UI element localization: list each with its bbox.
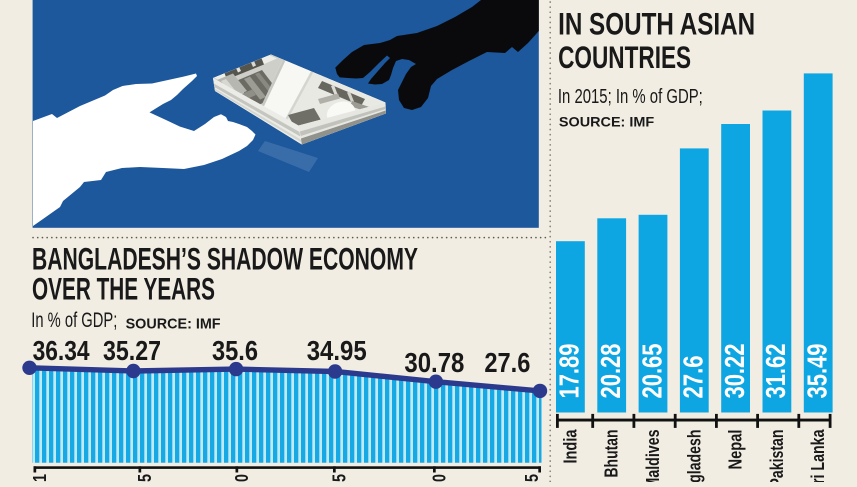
svg-text:35.6: 35.6 <box>212 335 258 366</box>
svg-text:Pakistan: Pakistan <box>767 430 787 483</box>
svg-text:COUNTRIES: COUNTRIES <box>558 39 691 75</box>
svg-text:BANGLADESH’S SHADOW ECONOMY: BANGLADESH’S SHADOW ECONOMY <box>32 240 418 276</box>
svg-text:27.6: 27.6 <box>678 356 709 399</box>
svg-text:Bhutan: Bhutan <box>602 430 622 478</box>
svg-text:In 2015; In % of GDP;: In 2015; In % of GDP; <box>558 85 703 108</box>
svg-text:India: India <box>560 429 580 464</box>
svg-text:2015: 2015 <box>522 474 542 482</box>
svg-text:20.28: 20.28 <box>595 344 626 399</box>
svg-text:SOURCE: IMF: SOURCE: IMF <box>126 317 221 333</box>
svg-text:Maldives: Maldives <box>643 430 663 483</box>
svg-text:Bangladesh: Bangladesh <box>684 430 704 483</box>
svg-text:1995: 1995 <box>135 474 155 482</box>
svg-text:2010: 2010 <box>430 474 450 482</box>
svg-text:30.22: 30.22 <box>719 344 750 399</box>
svg-text:1991: 1991 <box>30 474 50 482</box>
svg-text:2005: 2005 <box>330 474 350 482</box>
svg-text:17.89: 17.89 <box>554 344 585 399</box>
svg-text:35.27: 35.27 <box>103 335 161 366</box>
svg-text:IN SOUTH ASIAN: IN SOUTH ASIAN <box>558 6 755 42</box>
svg-text:Nepal: Nepal <box>726 430 746 470</box>
svg-text:36.34: 36.34 <box>33 335 90 366</box>
svg-text:30.78: 30.78 <box>404 347 464 378</box>
svg-text:20.65: 20.65 <box>636 344 667 399</box>
svg-text:34.95: 34.95 <box>307 335 367 366</box>
svg-text:SOURCE: IMF: SOURCE: IMF <box>559 114 655 130</box>
svg-text:OVER THE YEARS: OVER THE YEARS <box>32 271 215 307</box>
svg-text:35.49: 35.49 <box>802 344 833 399</box>
svg-text:27.6: 27.6 <box>484 347 530 378</box>
svg-text:2000: 2000 <box>232 474 252 482</box>
svg-text:31.62: 31.62 <box>760 344 791 399</box>
svg-text:Sri Lanka: Sri Lanka <box>808 429 828 482</box>
svg-text:In % of GDP;: In % of GDP; <box>31 309 117 332</box>
